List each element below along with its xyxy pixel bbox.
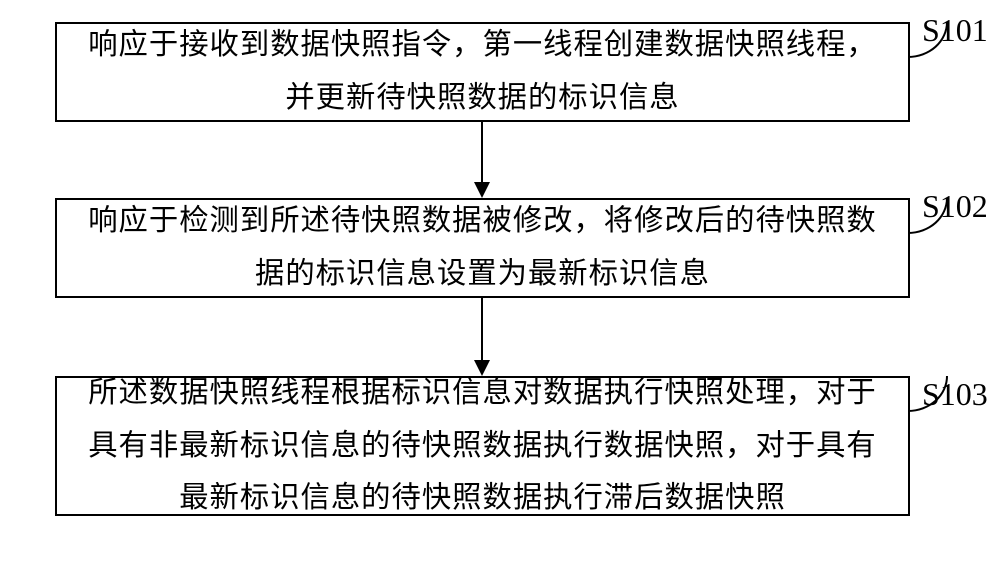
step-label-s102: S102 [922,188,988,225]
flowchart-canvas: 响应于接收到数据快照指令，第一线程创建数据快照线程， 并更新待快照数据的标识信息… [0,0,1000,575]
step-label-s103: S103 [922,376,988,413]
arrow-s102-s103 [481,298,483,360]
step-text-s103: 所述数据快照线程根据标识信息对数据执行快照处理，对于 具有非最新标识信息的待快照… [88,367,877,525]
step-label-s101: S101 [922,12,988,49]
step-box-s102: 响应于检测到所述待快照数据被修改，将修改后的待快照数 据的标识信息设置为最新标识… [55,198,910,298]
step-box-s101: 响应于接收到数据快照指令，第一线程创建数据快照线程， 并更新待快照数据的标识信息 [55,22,910,122]
arrow-s101-s102 [481,122,483,182]
step-text-s102: 响应于检测到所述待快照数据被修改，将修改后的待快照数 据的标识信息设置为最新标识… [88,195,877,301]
step-text-s101: 响应于接收到数据快照指令，第一线程创建数据快照线程， 并更新待快照数据的标识信息 [88,19,877,125]
step-box-s103: 所述数据快照线程根据标识信息对数据执行快照处理，对于 具有非最新标识信息的待快照… [55,376,910,516]
